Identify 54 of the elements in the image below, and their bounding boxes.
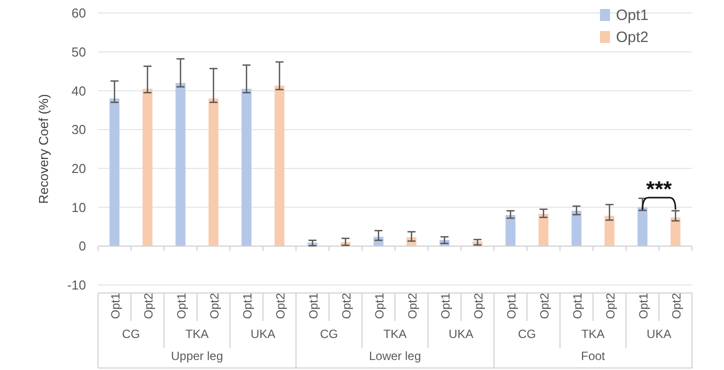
bar xyxy=(242,88,252,246)
bar xyxy=(208,98,218,246)
x-tick-label: Opt1 xyxy=(570,292,584,319)
bar xyxy=(274,86,284,246)
x-tick-label: Opt2 xyxy=(604,292,618,319)
x-tick-label: Opt2 xyxy=(340,292,354,319)
text: CG xyxy=(320,327,338,341)
legend-label: Opt1 xyxy=(616,7,649,24)
y-tick-label: 60 xyxy=(72,6,86,21)
text: CG xyxy=(518,327,536,341)
text: UKA xyxy=(448,327,474,341)
bar xyxy=(538,214,548,246)
x-tick-label: Opt2 xyxy=(274,292,288,319)
bar xyxy=(142,88,152,246)
y-tick-label: 40 xyxy=(72,83,86,98)
y-tick-label: 50 xyxy=(72,44,86,60)
bar xyxy=(110,98,120,246)
x-tick-label: Opt2 xyxy=(670,292,684,319)
y-tick-label: -10 xyxy=(67,278,86,293)
text: TKA xyxy=(185,327,209,341)
bar xyxy=(506,215,516,246)
x-tick-label: Opt2 xyxy=(538,292,552,319)
x-tick-label: Opt1 xyxy=(306,292,320,319)
y-axis-title: Recovery Coef (%) xyxy=(36,94,51,204)
x-tick-label: Opt1 xyxy=(174,292,188,319)
annotation: *** xyxy=(646,176,672,202)
x-tick-label: Opt2 xyxy=(406,292,420,319)
x-tick-label: Opt1 xyxy=(438,292,452,319)
x-tick-label: Opt2 xyxy=(208,292,222,319)
y-tick-label: 0 xyxy=(78,238,86,254)
bar xyxy=(638,207,648,246)
text: TKA xyxy=(383,327,407,341)
text: Lower leg xyxy=(368,349,422,363)
bar xyxy=(604,216,614,246)
text: Upper leg xyxy=(170,349,224,363)
bar xyxy=(176,82,186,246)
legend-label: Opt2 xyxy=(616,29,649,46)
bar xyxy=(572,210,582,246)
x-tick-label: Opt1 xyxy=(372,292,386,319)
x-tick-label: Opt2 xyxy=(142,292,156,319)
text: UKA xyxy=(250,327,276,341)
text: TKA xyxy=(581,327,605,341)
x-tick-label: Opt2 xyxy=(472,292,486,319)
bar xyxy=(670,217,680,246)
text: Foot xyxy=(580,349,606,363)
y-tick-label: 20 xyxy=(72,160,86,176)
x-tick-label: Opt1 xyxy=(504,292,518,319)
text: CG xyxy=(122,327,140,341)
y-tick-label: 30 xyxy=(72,122,86,138)
y-tick-label: 10 xyxy=(72,200,86,215)
x-tick-label: Opt1 xyxy=(636,292,650,319)
x-tick-label: Opt1 xyxy=(108,292,122,319)
text: UKA xyxy=(646,327,672,341)
x-tick-label: Opt1 xyxy=(240,292,254,319)
